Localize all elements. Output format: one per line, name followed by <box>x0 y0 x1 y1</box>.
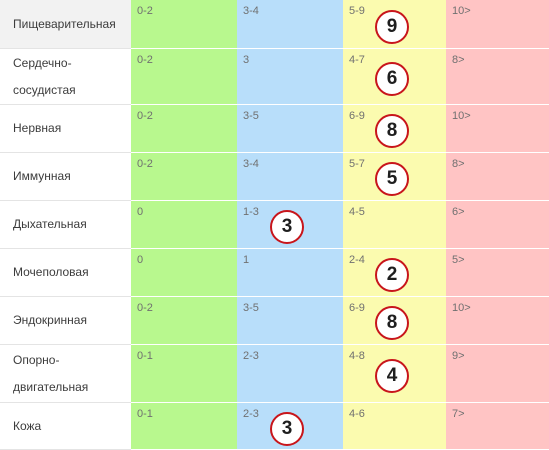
range-text: 0 <box>137 254 144 266</box>
score-marker: 3 <box>270 210 304 244</box>
score-marker: 4 <box>375 359 409 393</box>
score-marker: 6 <box>375 62 409 96</box>
range-text: 10> <box>452 302 471 314</box>
zone-cell-3: 7> <box>446 403 549 450</box>
score-marker: 9 <box>375 10 409 44</box>
zone-cell-0: 0 <box>131 201 237 249</box>
zone-cell-3: 5> <box>446 249 549 297</box>
range-text: 4-8 <box>349 350 365 362</box>
zone-cell-3: 6> <box>446 201 549 249</box>
range-text: 8> <box>452 54 465 66</box>
range-text: 5> <box>452 254 465 266</box>
score-marker: 8 <box>375 114 409 148</box>
range-text: 9> <box>452 350 465 362</box>
organ-system-label: Нервная <box>0 105 131 153</box>
zone-cell-0: 0-2 <box>131 297 237 345</box>
organ-system-label: Пищеварительная <box>0 0 131 49</box>
range-text: 3 <box>243 54 250 66</box>
organ-system-label: Дыхательная <box>0 201 131 249</box>
zone-cell-1: 1 <box>237 249 343 297</box>
table-row: Дыхательная 0 1-3 4-5 6> 3 <box>0 201 549 249</box>
table-row: Иммунная 0-2 3-4 5-7 8> 5 <box>0 153 549 201</box>
organ-system-label: Эндокринная <box>0 297 131 345</box>
zone-cell-3: 10> <box>446 0 549 49</box>
table-row: Мочеполовая 0 1 2-4 5> 2 <box>0 249 549 297</box>
table-row: Кожа 0-1 2-3 4-6 7> 3 <box>0 403 549 450</box>
organ-system-label: Сердечно-сосудистая <box>0 49 131 105</box>
zone-cell-3: 9> <box>446 345 549 403</box>
zone-cell-3: 10> <box>446 105 549 153</box>
range-text: 0-1 <box>137 350 153 362</box>
zone-cell-0: 0 <box>131 249 237 297</box>
zone-cell-0: 0-2 <box>131 105 237 153</box>
range-text: 5-7 <box>349 158 365 170</box>
zone-cell-3: 8> <box>446 153 549 201</box>
range-text: 6-9 <box>349 110 365 122</box>
range-text: 4-6 <box>349 408 365 420</box>
zone-cell-1: 3 <box>237 49 343 105</box>
range-text: 3-4 <box>243 158 259 170</box>
zone-cell-0: 0-2 <box>131 153 237 201</box>
table-row: Эндокринная 0-2 3-5 6-9 10> 8 <box>0 297 549 345</box>
score-marker: 5 <box>375 162 409 196</box>
zone-cell-0: 0-1 <box>131 403 237 450</box>
zone-cell-2: 4-6 <box>343 403 446 450</box>
zone-cell-2: 4-5 <box>343 201 446 249</box>
table-row: Опорно-двигательная 0-1 2-3 4-8 9> 4 <box>0 345 549 403</box>
range-text: 4-7 <box>349 54 365 66</box>
range-text: 0 <box>137 206 144 218</box>
range-text: 1-3 <box>243 206 259 218</box>
range-text: 10> <box>452 5 471 17</box>
zone-cell-1: 3-4 <box>237 153 343 201</box>
score-marker: 2 <box>375 258 409 292</box>
zone-cell-3: 10> <box>446 297 549 345</box>
range-text: 7> <box>452 408 465 420</box>
range-text: 0-1 <box>137 408 153 420</box>
zone-cell-1: 2-3 <box>237 345 343 403</box>
score-marker: 3 <box>270 412 304 446</box>
range-text: 0-2 <box>137 158 153 170</box>
range-text: 8> <box>452 158 465 170</box>
zone-cell-1: 3-5 <box>237 297 343 345</box>
range-text: 1 <box>243 254 250 266</box>
table-row: Сердечно-сосудистая 0-2 3 4-7 8> 6 <box>0 49 549 105</box>
range-text: 0-2 <box>137 302 153 314</box>
range-text: 0-2 <box>137 54 153 66</box>
range-text: 10> <box>452 110 471 122</box>
range-text: 5-9 <box>349 5 365 17</box>
range-text: 2-3 <box>243 408 259 420</box>
range-text: 6> <box>452 206 465 218</box>
range-text: 3-4 <box>243 5 259 17</box>
zone-cell-1: 3-5 <box>237 105 343 153</box>
organ-system-label: Иммунная <box>0 153 131 201</box>
range-text: 6-9 <box>349 302 365 314</box>
table-row: Нервная 0-2 3-5 6-9 10> 8 <box>0 105 549 153</box>
organ-system-label: Мочеполовая <box>0 249 131 297</box>
score-marker: 8 <box>375 306 409 340</box>
organ-system-label: Опорно-двигательная <box>0 345 131 403</box>
range-text: 3-5 <box>243 302 259 314</box>
zone-cell-3: 8> <box>446 49 549 105</box>
table-row: Пищеварительная 0-2 3-4 5-9 10> 9 <box>0 0 549 49</box>
zone-cell-0: 0-2 <box>131 0 237 49</box>
range-text: 2-3 <box>243 350 259 362</box>
organ-system-label: Кожа <box>0 403 131 450</box>
range-text: 0-2 <box>137 5 153 17</box>
range-text: 0-2 <box>137 110 153 122</box>
range-text: 3-5 <box>243 110 259 122</box>
range-text: 2-4 <box>349 254 365 266</box>
zone-cell-0: 0-1 <box>131 345 237 403</box>
range-text: 4-5 <box>349 206 365 218</box>
zone-cell-1: 3-4 <box>237 0 343 49</box>
zone-cell-0: 0-2 <box>131 49 237 105</box>
